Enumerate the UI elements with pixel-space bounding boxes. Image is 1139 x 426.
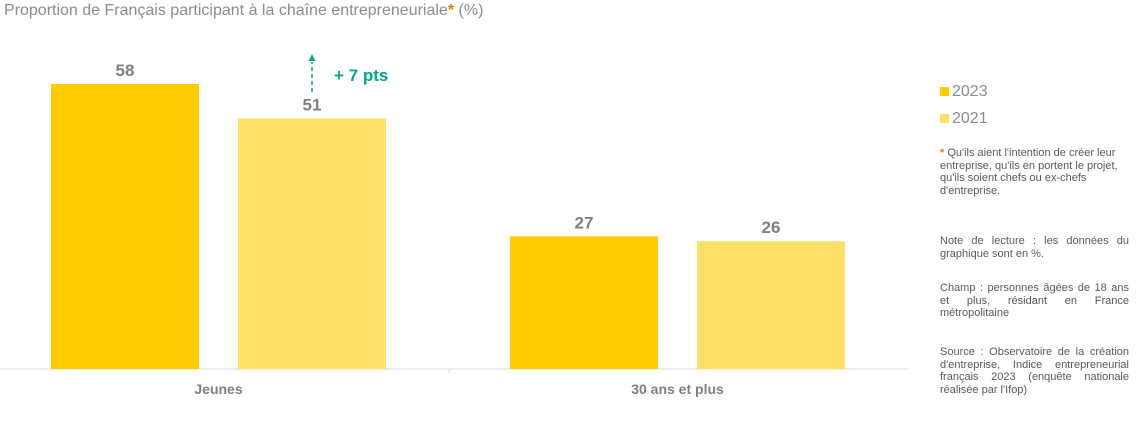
bar-2023-1 bbox=[510, 236, 658, 369]
footnote-star: * bbox=[940, 147, 945, 159]
chart-title-text: Proportion de Français participant à la … bbox=[4, 2, 448, 19]
category-label-1: 30 ans et plus bbox=[631, 381, 724, 397]
data-label-2023-0: 58 bbox=[116, 61, 135, 80]
legend-item-2023: 2023 bbox=[940, 78, 988, 105]
data-label-2021-0: 51 bbox=[303, 95, 322, 114]
footnote: * Qu'ils aient l'intention de créer leur… bbox=[940, 147, 1129, 197]
annotation-arrow-head bbox=[308, 54, 316, 61]
chart-title-unit: (%) bbox=[458, 2, 484, 19]
legend-label-2021: 2021 bbox=[952, 109, 988, 127]
note-source: Source : Observatoire de la création d'e… bbox=[940, 346, 1129, 396]
note-lecture: Note de lecture : les données du graphiq… bbox=[940, 235, 1129, 260]
legend-item-2021: 2021 bbox=[940, 105, 988, 132]
legend-swatch-2021 bbox=[940, 114, 949, 123]
title-footnote-star: * bbox=[447, 2, 455, 19]
note-champ: Champ : personnes âgées de 18 ans et plu… bbox=[940, 282, 1129, 319]
bar-chart: 58 51 Jeunes 27 26 30 ans et plus + 7 pts bbox=[0, 54, 908, 397]
annotation-text: + 7 pts bbox=[334, 66, 388, 85]
legend-label-2023: 2023 bbox=[952, 82, 988, 100]
data-label-2021-1: 26 bbox=[762, 218, 781, 237]
legend: 2023 2021 bbox=[940, 78, 988, 132]
category-label-0: Jeunes bbox=[194, 381, 242, 397]
data-label-2023-1: 27 bbox=[575, 213, 594, 232]
bar-2021-0 bbox=[238, 118, 386, 370]
footnote-text: Qu'ils aient l'intention de créer leur e… bbox=[940, 147, 1118, 197]
chart-title: Proportion de Français participant à la … bbox=[4, 2, 483, 20]
bar-2023-0 bbox=[51, 84, 199, 369]
legend-swatch-2023 bbox=[940, 87, 949, 96]
bar-2021-1 bbox=[697, 241, 845, 369]
